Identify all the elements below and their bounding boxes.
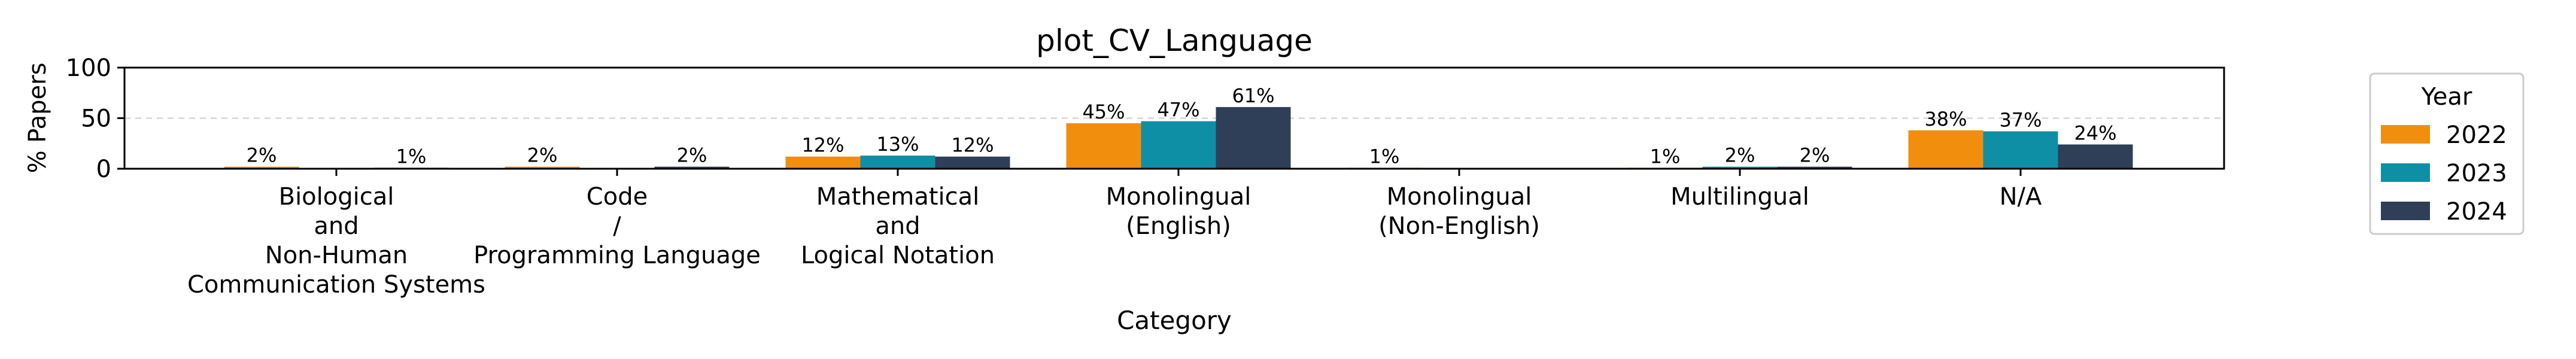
data-label: 24%: [2074, 121, 2116, 144]
data-label: 2%: [677, 144, 707, 167]
x-tick-label: Mathematical and Logical Notation: [801, 183, 995, 269]
legend-swatch-2022: [2381, 125, 2430, 144]
legend-swatch-2023: [2381, 163, 2430, 182]
data-label: 12%: [801, 134, 844, 157]
legend: Year 2022 2023 2024: [2369, 72, 2525, 235]
data-label: 12%: [951, 134, 994, 157]
x-tick-label: Monolingual (English): [1106, 183, 1251, 240]
data-label: 37%: [1999, 108, 2042, 131]
data-label: 45%: [1082, 101, 1125, 123]
legend-label: 2024: [2446, 198, 2507, 226]
bar-2023-3: [1141, 121, 1216, 169]
bar-2022-2: [785, 156, 861, 169]
data-label: 61%: [1232, 84, 1274, 107]
data-label: 1%: [1369, 145, 1400, 168]
legend-title: Year: [2421, 83, 2472, 111]
legend-label: 2022: [2446, 121, 2507, 149]
chart-title: plot_CV_Language: [1036, 23, 1313, 58]
bar-2023-5: [1702, 166, 1778, 169]
x-tick-label: Biological and Non-Human Communication Syst…: [187, 183, 485, 299]
bar-2023-6: [1983, 131, 2058, 169]
x-tick-label: N/A: [2000, 183, 2042, 211]
y-axis-title: % Papers: [24, 63, 51, 174]
data-label: 2%: [527, 144, 558, 167]
legend-frame: [2369, 72, 2525, 235]
x-axis: Biological and Non-Human Communication Syst…: [187, 169, 2042, 299]
y-tick-label: 100: [66, 54, 111, 82]
bar-2024-6: [2058, 144, 2133, 169]
x-axis-title: Category: [1117, 306, 1232, 335]
data-label: 2%: [1725, 144, 1755, 167]
data-label: 2%: [1800, 144, 1830, 167]
bar-2024-5: [1777, 166, 1852, 169]
x-tick-label: Multilingual: [1670, 183, 1809, 211]
data-label: 38%: [1924, 108, 1967, 130]
bar-2024-1: [654, 166, 730, 169]
bar-2022-1: [505, 166, 580, 169]
bars-layer: [224, 107, 2133, 169]
legend-swatch-2024: [2381, 202, 2430, 220]
data-label: 2%: [247, 144, 277, 167]
bar-2023-2: [860, 156, 935, 169]
data-label: 1%: [396, 145, 427, 168]
x-tick-label: Code / Programming Language: [473, 183, 761, 269]
bar-2022-3: [1066, 123, 1141, 169]
bar-2024-2: [935, 156, 1010, 169]
data-labels-layer: 2% 1% 2% 2% 12% 13% 12% 45% 47% 61% 1% 1% 2% 2% 38% 37%…: [247, 84, 2117, 168]
bar-2022-6: [1908, 130, 1983, 169]
data-label: 47%: [1157, 99, 1199, 121]
legend-items: 2022 2023 2024: [2381, 121, 2507, 226]
bar-2024-3: [1216, 107, 1291, 169]
y-tick-label: 0: [96, 156, 111, 183]
data-label: 1%: [1650, 145, 1681, 168]
data-label: 13%: [876, 133, 919, 156]
y-tick-label: 50: [81, 105, 111, 133]
bar-2022-0: [224, 166, 299, 169]
legend-label: 2023: [2446, 160, 2507, 187]
x-tick-label: Monolingual (Non-English): [1378, 183, 1540, 240]
y-axis: 0 50 100: [66, 54, 124, 183]
